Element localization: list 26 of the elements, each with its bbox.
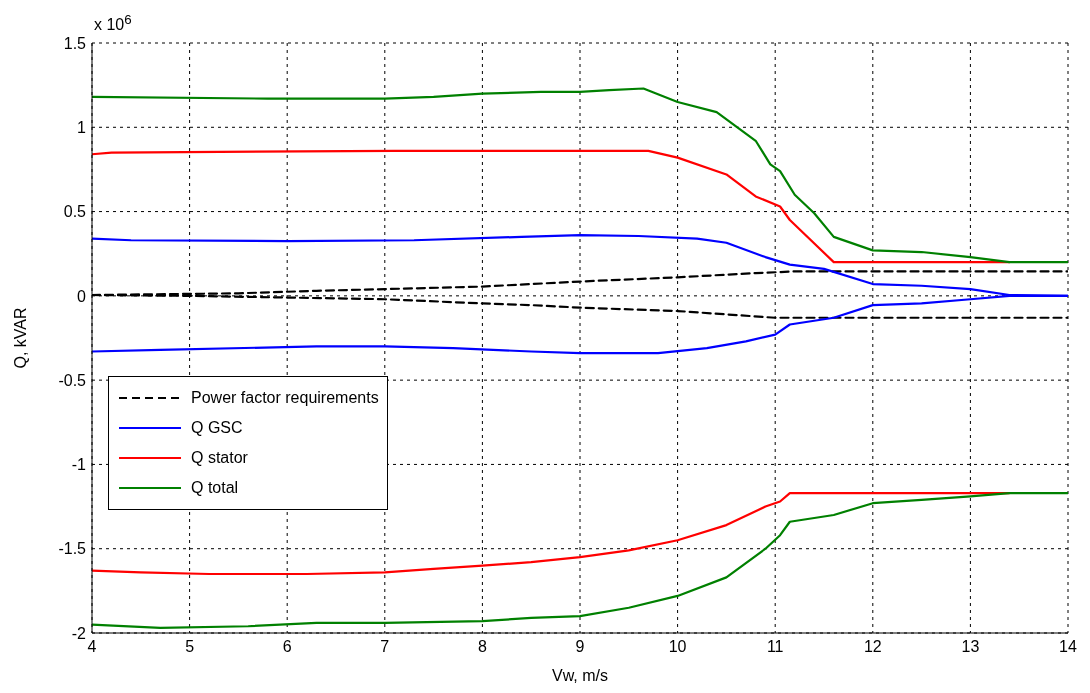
y-tick-label: 0: [77, 287, 87, 305]
x-tick-label: 7: [380, 638, 390, 656]
legend-label: Q stator: [191, 449, 248, 468]
x-tick-label: 8: [477, 638, 487, 656]
x-tick-label: 4: [87, 638, 97, 656]
y-tick-label: -2: [71, 624, 87, 642]
legend-label: Q total: [191, 479, 239, 498]
y-tick-label: 1: [77, 118, 87, 136]
y-axis-title: Q, kVAR: [11, 307, 29, 369]
y-tick-label: 1.5: [63, 34, 87, 52]
text: x 10$^{6}$: [94, 12, 132, 35]
x-axis-title: Vw, m/s: [551, 667, 609, 684]
x-tick-label: 13: [961, 638, 980, 656]
y-tick-label: -0.5: [58, 371, 87, 389]
x-tick-label: 14: [1059, 638, 1077, 656]
y-tick-label: -1.5: [58, 540, 87, 558]
y-tick-label: 0.5: [63, 203, 87, 221]
x-tick-label: 6: [282, 638, 292, 656]
legend-label: Power factor requirements: [191, 389, 379, 408]
x-tick-label: 10: [668, 638, 687, 656]
x-tick-label: 5: [185, 638, 195, 656]
x-tick-label: 9: [575, 638, 585, 656]
x-tick-label: 12: [863, 638, 882, 656]
x-tick-label: 11: [766, 638, 784, 656]
legend-label: Q GSC: [191, 419, 243, 438]
y-tick-label: -1: [71, 456, 87, 474]
